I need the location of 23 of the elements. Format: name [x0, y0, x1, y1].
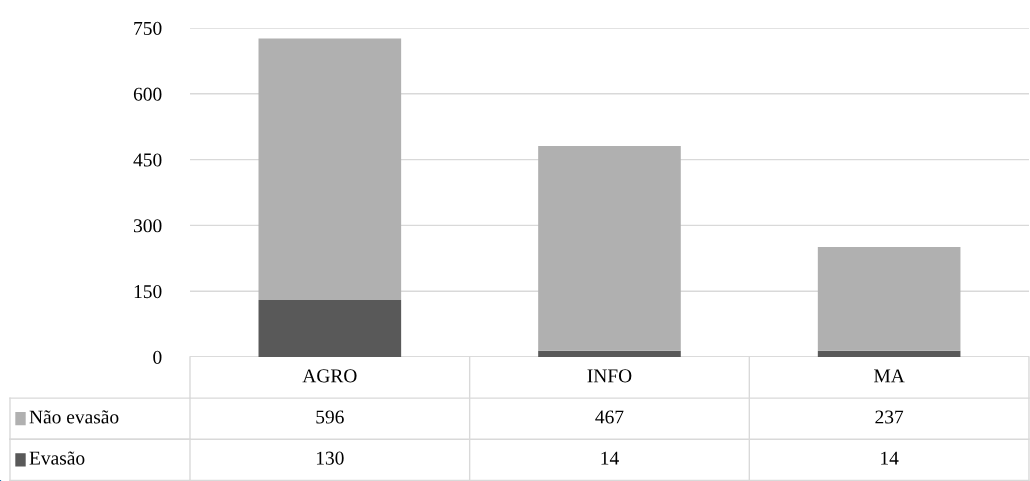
data-label: 237	[875, 410, 904, 424]
data-label: 14	[601, 451, 619, 465]
data-label: 596	[316, 410, 344, 424]
legend-label: Evasão	[29, 451, 85, 465]
data-label: 14	[881, 451, 899, 465]
x-tick-label: INFO	[587, 369, 632, 383]
bar	[258, 299, 402, 357]
x-tick-label: AGRO	[302, 369, 357, 383]
y-tick-label: 0	[153, 350, 162, 364]
data-label: 467	[595, 410, 624, 424]
x-tick-label: MA	[874, 369, 905, 383]
bar	[538, 146, 681, 351]
y-tick-label: 300	[133, 219, 162, 233]
bar	[817, 246, 961, 351]
y-tick-label: 150	[134, 285, 162, 299]
bar	[817, 350, 961, 357]
legend-label: Não evasão	[29, 410, 119, 424]
data-label: 130	[316, 451, 344, 465]
y-tick-label: 450	[133, 153, 162, 167]
bar	[258, 38, 402, 300]
bar	[538, 350, 681, 357]
y-tick-label: 600	[133, 87, 162, 101]
y-tick-label: 750	[134, 21, 162, 35]
